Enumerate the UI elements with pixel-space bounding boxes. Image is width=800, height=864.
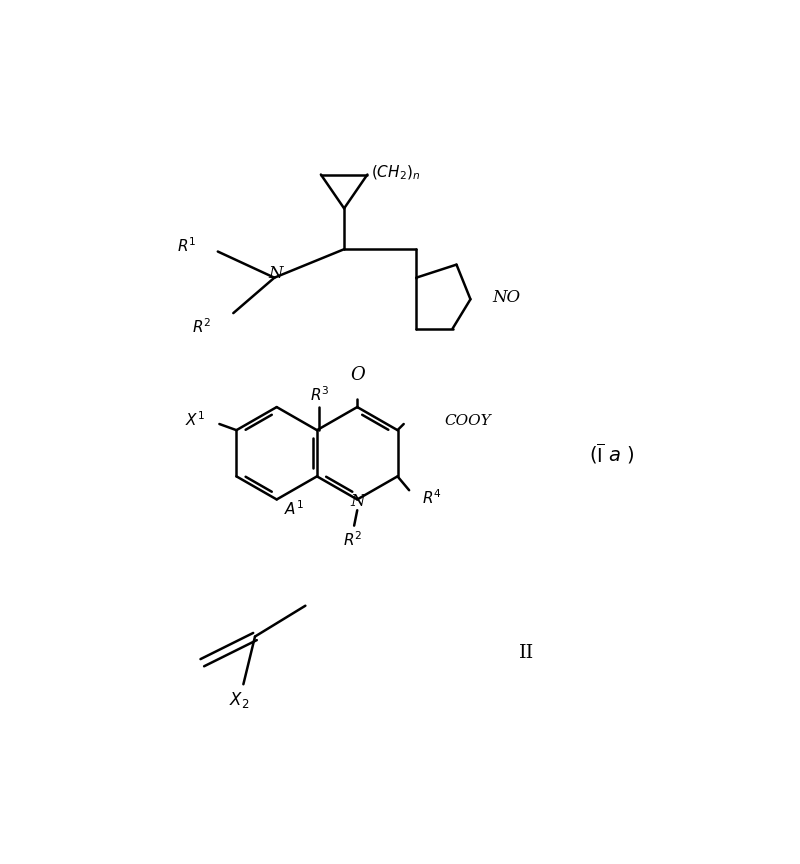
Text: $X^1$: $X^1$ [186,410,206,429]
Text: $R^2$: $R^2$ [343,530,362,549]
Text: II: II [518,645,534,663]
Text: N: N [350,492,365,510]
Text: $( \overline{\mathrm{I}}\ a\ )$: $( \overline{\mathrm{I}}\ a\ )$ [589,441,634,466]
Text: O: O [350,365,365,384]
Text: $R^2$: $R^2$ [192,318,211,336]
Text: $R^1$: $R^1$ [177,236,196,255]
Text: COOY: COOY [444,414,490,428]
Text: $R^4$: $R^4$ [422,488,442,507]
Text: $(CH_2)_n$: $(CH_2)_n$ [371,164,421,182]
Text: N: N [269,264,283,282]
Text: $A^1$: $A^1$ [284,499,304,518]
Text: $R^3$: $R^3$ [310,385,330,404]
Text: $X_2$: $X_2$ [230,689,250,709]
Text: NO: NO [492,289,520,306]
